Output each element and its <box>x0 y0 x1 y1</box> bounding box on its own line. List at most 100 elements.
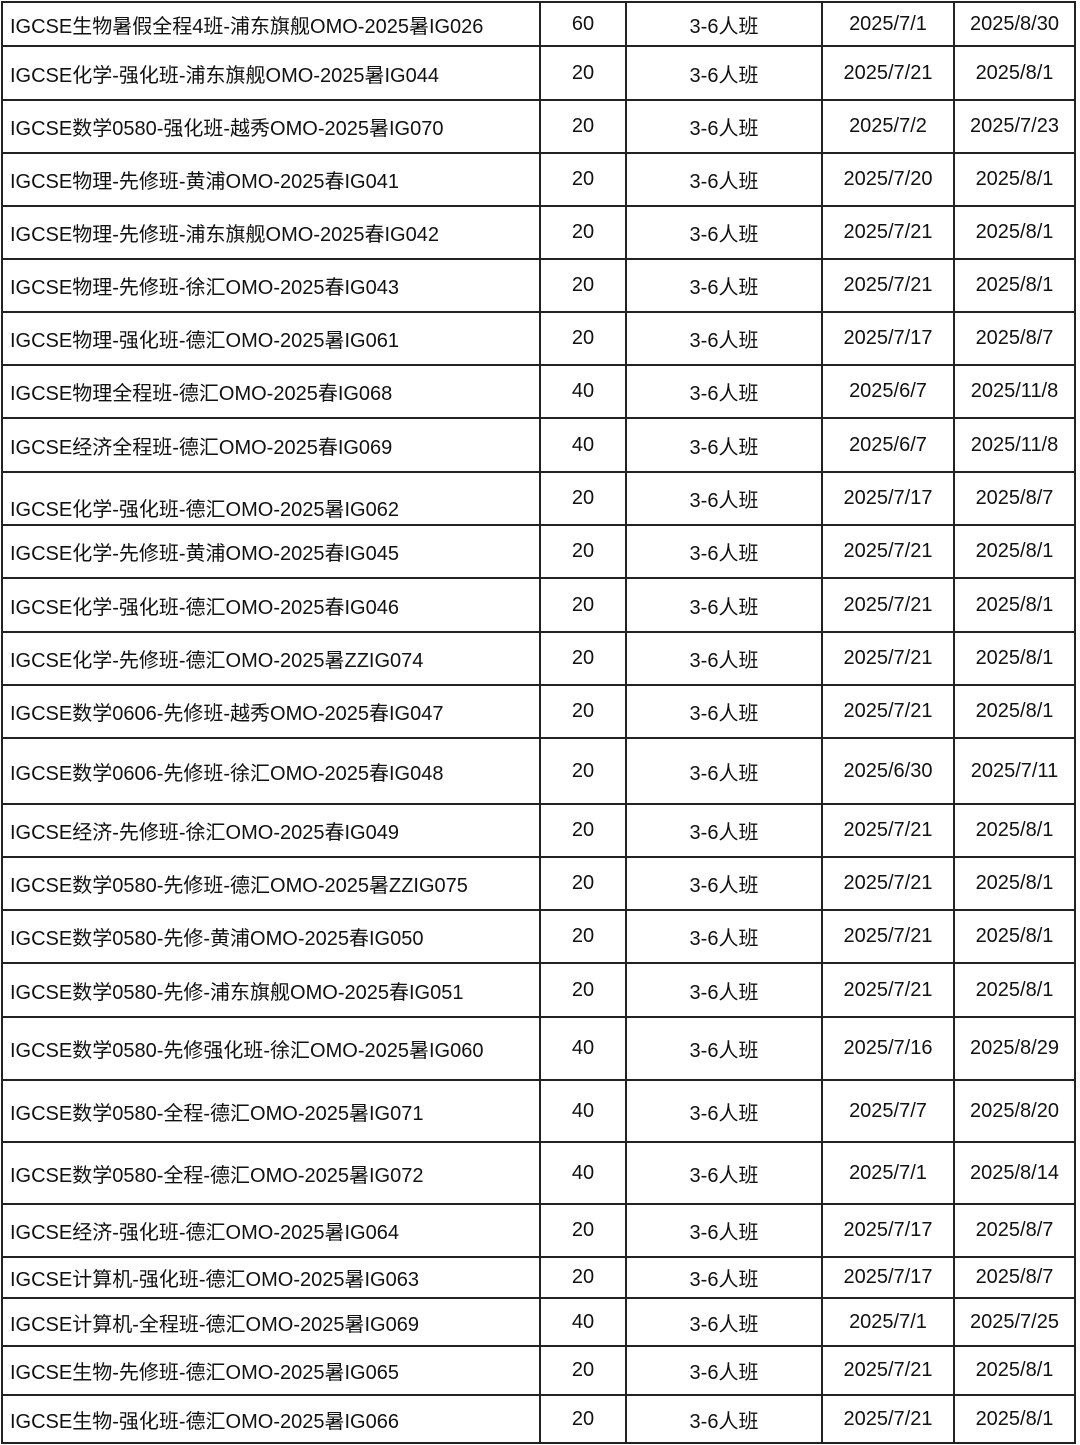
start-date-cell: 2025/7/21 <box>821 1394 955 1444</box>
capacity-cell: 20 <box>539 909 627 964</box>
start-date-cell: 2025/7/17 <box>821 1203 955 1258</box>
capacity-cell: 20 <box>539 471 627 526</box>
end-date-cell: 2025/8/7 <box>953 471 1076 526</box>
end-date-cell: 2025/11/8 <box>953 364 1076 419</box>
capacity-cell: 20 <box>539 45 627 101</box>
end-date-cell: 2025/8/1 <box>953 803 1076 858</box>
course-name-cell: IGCSE数学0606-先修班-越秀OMO-2025春IG047 <box>1 684 541 739</box>
end-date-cell: 2025/8/1 <box>953 258 1076 313</box>
end-date-cell: 2025/8/7 <box>953 311 1076 366</box>
course-name-cell: IGCSE生物-先修班-德汇OMO-2025暑IG065 <box>1 1345 541 1396</box>
class-size-cell: 3-6人班 <box>625 471 823 526</box>
table-row: IGCSE生物-强化班-德汇OMO-2025暑IG066 20 3-6人班 2025/… <box>1 1394 1076 1444</box>
course-name-cell: IGCSE计算机-全程班-德汇OMO-2025暑IG069 <box>1 1297 541 1347</box>
course-name-cell: IGCSE化学-强化班-德汇OMO-2025春IG046 <box>1 577 541 633</box>
start-date-cell: 2025/7/2 <box>821 99 955 154</box>
start-date-cell: 2025/7/21 <box>821 909 955 964</box>
capacity-cell: 20 <box>539 684 627 739</box>
table-row: IGCSE化学-强化班-浦东旗舰OMO-2025暑IG044 20 3-6人班 202… <box>1 45 1076 101</box>
end-date-cell: 2025/8/7 <box>953 1203 1076 1258</box>
end-date-cell: 2025/8/1 <box>953 152 1076 207</box>
start-date-cell: 2025/7/21 <box>821 684 955 739</box>
table-row: IGCSE化学-强化班-德汇OMO-2025春IG046 20 3-6人班 2025/… <box>1 577 1076 633</box>
table-row: IGCSE化学-先修班-黄浦OMO-2025春IG045 20 3-6人班 2025/… <box>1 524 1076 579</box>
end-date-cell: 2025/8/1 <box>953 1394 1076 1444</box>
capacity-cell: 60 <box>539 1 627 47</box>
start-date-cell: 2025/6/7 <box>821 417 955 473</box>
start-date-cell: 2025/7/17 <box>821 311 955 366</box>
course-name-cell: IGCSE化学-先修班-德汇OMO-2025暑ZZIG074 <box>1 631 541 686</box>
start-date-cell: 2025/7/21 <box>821 631 955 686</box>
end-date-cell: 2025/8/7 <box>953 1256 1076 1299</box>
class-size-cell: 3-6人班 <box>625 962 823 1018</box>
class-size-cell: 3-6人班 <box>625 205 823 260</box>
start-date-cell: 2025/7/16 <box>821 1016 955 1081</box>
capacity-cell: 20 <box>539 311 627 366</box>
course-name-cell: IGCSE数学0580-全程-德汇OMO-2025暑IG071 <box>1 1079 541 1143</box>
course-name-cell: IGCSE数学0580-先修-浦东旗舰OMO-2025春IG051 <box>1 962 541 1018</box>
start-date-cell: 2025/7/21 <box>821 45 955 101</box>
table-row: IGCSE数学0580-先修-浦东旗舰OMO-2025春IG051 20 3-6人班… <box>1 962 1076 1018</box>
capacity-cell: 20 <box>539 962 627 1018</box>
class-size-cell: 3-6人班 <box>625 311 823 366</box>
capacity-cell: 40 <box>539 1141 627 1205</box>
course-name-cell: IGCSE经济-先修班-徐汇OMO-2025春IG049 <box>1 803 541 858</box>
course-name-cell: IGCSE数学0580-先修-黄浦OMO-2025春IG050 <box>1 909 541 964</box>
class-size-cell: 3-6人班 <box>625 99 823 154</box>
course-name-cell: IGCSE数学0580-先修强化班-徐汇OMO-2025暑IG060 <box>1 1016 541 1081</box>
course-name-cell: IGCSE化学-强化班-德汇OMO-2025暑IG062 <box>1 471 541 526</box>
table-row: IGCSE计算机-强化班-德汇OMO-2025暑IG063 20 3-6人班 2025… <box>1 1256 1076 1299</box>
capacity-cell: 20 <box>539 577 627 633</box>
capacity-cell: 20 <box>539 1394 627 1444</box>
start-date-cell: 2025/7/1 <box>821 1141 955 1205</box>
capacity-cell: 20 <box>539 258 627 313</box>
table-row: IGCSE物理-先修班-浦东旗舰OMO-2025春IG042 20 3-6人班 202… <box>1 205 1076 260</box>
course-name-cell: IGCSE物理全程班-德汇OMO-2025春IG068 <box>1 364 541 419</box>
end-date-cell: 2025/8/1 <box>953 205 1076 260</box>
end-date-cell: 2025/8/1 <box>953 684 1076 739</box>
course-name-cell: IGCSE物理-强化班-德汇OMO-2025暑IG061 <box>1 311 541 366</box>
table-row: IGCSE物理全程班-德汇OMO-2025春IG068 40 3-6人班 2025/6… <box>1 364 1076 419</box>
end-date-cell: 2025/8/1 <box>953 524 1076 579</box>
start-date-cell: 2025/7/1 <box>821 1 955 47</box>
start-date-cell: 2025/7/21 <box>821 577 955 633</box>
capacity-cell: 20 <box>539 1256 627 1299</box>
table-row: IGCSE数学0580-先修班-德汇OMO-2025暑ZZIG075 20 3-6人… <box>1 856 1076 911</box>
table-row: IGCSE数学0580-先修强化班-徐汇OMO-2025暑IG060 40 3-6人… <box>1 1016 1076 1081</box>
table-row: IGCSE数学0580-强化班-越秀OMO-2025暑IG070 20 3-6人班 2… <box>1 99 1076 154</box>
end-date-cell: 2025/7/25 <box>953 1297 1076 1347</box>
course-name-cell: IGCSE数学0580-先修班-德汇OMO-2025暑ZZIG075 <box>1 856 541 911</box>
table-row: IGCSE数学0580-先修-黄浦OMO-2025春IG050 20 3-6人班 20… <box>1 909 1076 964</box>
class-size-cell: 3-6人班 <box>625 258 823 313</box>
table-row: IGCSE化学-先修班-德汇OMO-2025暑ZZIG074 20 3-6人班 202… <box>1 631 1076 686</box>
class-size-cell: 3-6人班 <box>625 856 823 911</box>
class-size-cell: 3-6人班 <box>625 1256 823 1299</box>
table-row: IGCSE物理-先修班-徐汇OMO-2025春IG043 20 3-6人班 2025/… <box>1 258 1076 313</box>
class-size-cell: 3-6人班 <box>625 631 823 686</box>
start-date-cell: 2025/7/21 <box>821 856 955 911</box>
end-date-cell: 2025/8/1 <box>953 962 1076 1018</box>
capacity-cell: 40 <box>539 364 627 419</box>
course-name-cell: IGCSE物理-先修班-浦东旗舰OMO-2025春IG042 <box>1 205 541 260</box>
course-name-cell: IGCSE化学-强化班-浦东旗舰OMO-2025暑IG044 <box>1 45 541 101</box>
end-date-cell: 2025/8/1 <box>953 1345 1076 1396</box>
table-row: IGCSE物理-强化班-德汇OMO-2025暑IG061 20 3-6人班 2025/… <box>1 311 1076 366</box>
course-name-cell: IGCSE经济全程班-德汇OMO-2025春IG069 <box>1 417 541 473</box>
start-date-cell: 2025/7/1 <box>821 1297 955 1347</box>
start-date-cell: 2025/7/17 <box>821 471 955 526</box>
class-size-cell: 3-6人班 <box>625 1141 823 1205</box>
start-date-cell: 2025/7/17 <box>821 1256 955 1299</box>
capacity-cell: 20 <box>539 803 627 858</box>
table-row: IGCSE数学0580-全程-德汇OMO-2025暑IG071 40 3-6人班 20… <box>1 1079 1076 1143</box>
capacity-cell: 20 <box>539 631 627 686</box>
end-date-cell: 2025/8/14 <box>953 1141 1076 1205</box>
start-date-cell: 2025/7/21 <box>821 1345 955 1396</box>
class-size-cell: 3-6人班 <box>625 1297 823 1347</box>
end-date-cell: 2025/8/30 <box>953 1 1076 47</box>
capacity-cell: 20 <box>539 1203 627 1258</box>
class-size-cell: 3-6人班 <box>625 577 823 633</box>
course-name-cell: IGCSE物理-先修班-黄浦OMO-2025春IG041 <box>1 152 541 207</box>
capacity-cell: 20 <box>539 205 627 260</box>
course-name-cell: IGCSE生物暑假全程4班-浦东旗舰OMO-2025暑IG026 <box>1 1 541 47</box>
